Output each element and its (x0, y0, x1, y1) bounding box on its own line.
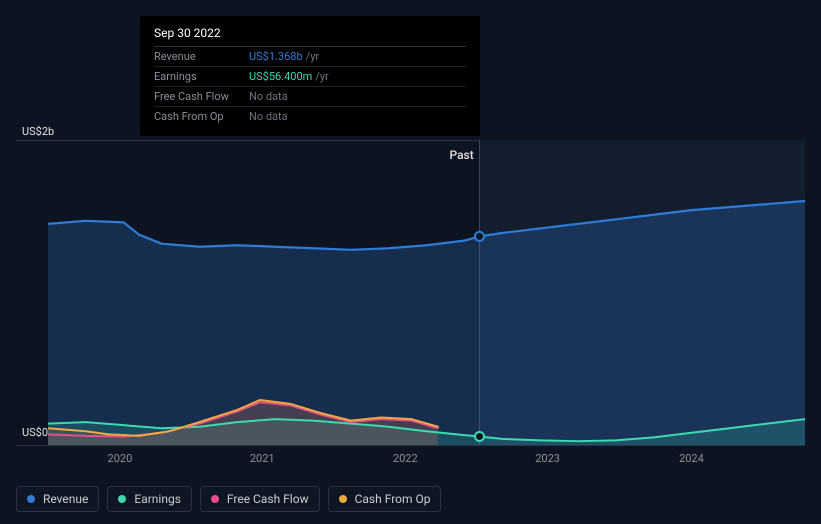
x-tick-2024: 2024 (679, 452, 704, 465)
tooltip-row-3: Cash From OpNo data (154, 107, 466, 126)
axis-line-zero (16, 445, 805, 446)
tooltip-row-0: RevenueUS$1.368b/yr (154, 47, 466, 67)
chart-legend: Revenue Earnings Free Cash Flow Cash From O… (16, 486, 441, 512)
tooltip-suffix-1: /yr (315, 70, 328, 83)
tooltip-date: Sep 30 2022 (154, 26, 466, 47)
x-tick-2021: 2021 (250, 452, 275, 465)
tooltip-label-1: Earnings (154, 70, 249, 83)
tooltip-value-1: US$56.400m (249, 70, 312, 83)
legend-item-fcf[interactable]: Free Cash Flow (200, 486, 320, 512)
tooltip-row-2: Free Cash FlowNo data (154, 87, 466, 107)
series-fill-revenue (48, 201, 805, 445)
cursor-marker-earnings (475, 432, 484, 441)
x-tick-2020: 2020 (108, 452, 133, 465)
cursor-tooltip: Sep 30 2022 RevenueUS$1.368b/yrEarningsU… (140, 16, 480, 136)
chart-svg (48, 140, 805, 445)
legend-dot-revenue (27, 495, 35, 503)
legend-label-revenue: Revenue (43, 492, 88, 506)
y-axis-label-max: US$2b (22, 125, 54, 138)
tooltip-suffix-0: /yr (306, 50, 319, 63)
x-axis: 2020 2021 2022 2023 2024 (48, 452, 805, 472)
legend-label-fcf: Free Cash Flow (227, 492, 309, 506)
legend-item-revenue[interactable]: Revenue (16, 486, 99, 512)
legend-label-earnings: Earnings (134, 492, 181, 506)
tooltip-label-2: Free Cash Flow (154, 90, 249, 103)
legend-label-cfo: Cash From Op (355, 492, 431, 506)
x-tick-2023: 2023 (535, 452, 560, 465)
tooltip-value-3: No data (249, 110, 288, 123)
x-tick-2022: 2022 (393, 452, 418, 465)
legend-dot-cfo (339, 495, 347, 503)
tooltip-label-3: Cash From Op (154, 110, 249, 123)
legend-item-cfo[interactable]: Cash From Op (328, 486, 442, 512)
tooltip-value-2: No data (249, 90, 288, 103)
legend-item-earnings[interactable]: Earnings (107, 486, 192, 512)
legend-dot-fcf (211, 495, 219, 503)
cursor-marker-revenue (475, 232, 484, 241)
tooltip-value-0: US$1.368b (249, 50, 303, 63)
tooltip-label-0: Revenue (154, 50, 249, 63)
y-axis-label-zero: US$0 (22, 426, 48, 439)
tooltip-row-1: EarningsUS$56.400m/yr (154, 67, 466, 87)
chart-plot-area[interactable] (48, 140, 805, 445)
legend-dot-earnings (118, 495, 126, 503)
